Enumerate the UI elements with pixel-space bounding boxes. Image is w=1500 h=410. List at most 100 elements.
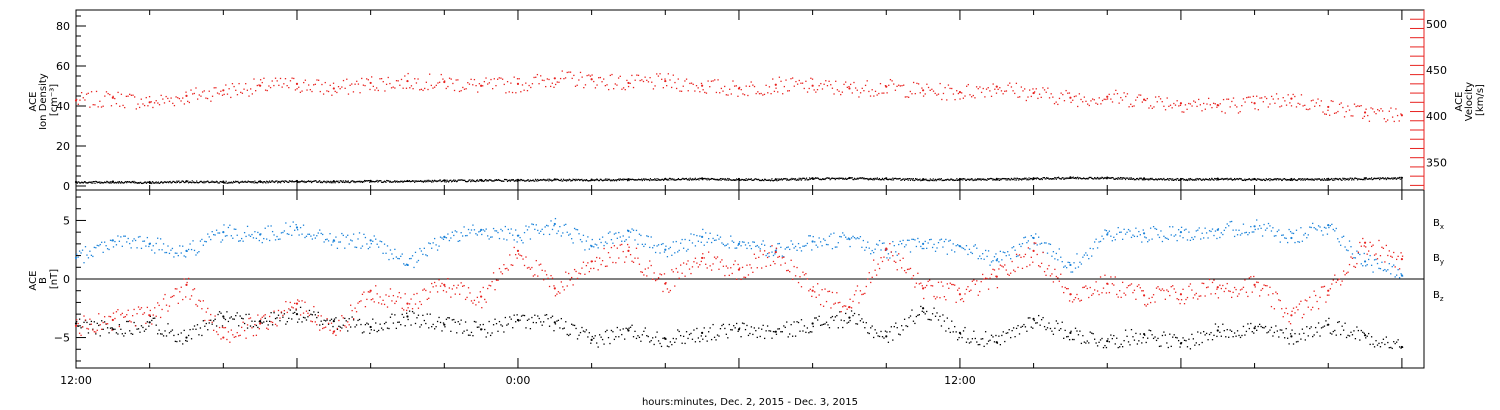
- sample-point: [1296, 179, 1298, 182]
- sample-point: [285, 300, 287, 303]
- sample-point: [639, 179, 641, 181]
- sample-point: [81, 326, 84, 328]
- sample-point: [1149, 179, 1151, 181]
- sample-point: [528, 226, 530, 228]
- sample-point: [98, 181, 101, 183]
- sample-point: [276, 80, 278, 82]
- sample-point: [253, 182, 255, 184]
- sample-point: [1376, 178, 1378, 180]
- sample-point: [640, 179, 642, 181]
- sample-point: [1245, 330, 1248, 333]
- sample-point: [1279, 241, 1281, 243]
- sample-point: [127, 95, 129, 97]
- sample-point: [1207, 339, 1209, 341]
- sample-point: [196, 181, 199, 184]
- sample-point: [1197, 178, 1199, 180]
- sample-point: [84, 180, 86, 183]
- sample-point: [753, 179, 755, 181]
- sample-point: [889, 331, 891, 333]
- sample-point: [997, 88, 999, 91]
- sample-point: [540, 179, 542, 181]
- sample-point: [391, 313, 393, 315]
- sample-point: [967, 338, 969, 340]
- sample-point: [652, 88, 655, 90]
- sample-point: [112, 246, 115, 248]
- sample-point: [1132, 336, 1134, 338]
- sample-point: [245, 181, 247, 183]
- sample-point: [504, 178, 506, 181]
- sample-point: [334, 90, 336, 93]
- sample-point: [937, 241, 940, 244]
- sample-point: [1384, 343, 1386, 346]
- sample-point: [1189, 179, 1191, 181]
- sample-point: [1276, 230, 1278, 233]
- sample-point: [506, 324, 508, 326]
- sample-point: [351, 316, 353, 318]
- sample-point: [1277, 178, 1279, 180]
- sample-point: [971, 338, 974, 340]
- sample-point: [193, 181, 195, 183]
- sample-point: [509, 316, 511, 318]
- sample-point: [305, 235, 308, 237]
- sample-point: [520, 315, 523, 317]
- sample-point: [672, 179, 674, 181]
- sample-point: [161, 249, 163, 251]
- sample-point: [114, 182, 116, 184]
- sample-point: [1027, 317, 1030, 319]
- sample-point: [183, 278, 185, 280]
- sample-point: [152, 317, 154, 319]
- sample-point: [1072, 99, 1074, 101]
- sample-point: [1191, 333, 1193, 336]
- sample-point: [782, 93, 784, 95]
- sample-point: [743, 179, 745, 182]
- sample-point: [148, 245, 150, 248]
- sample-point: [204, 325, 206, 327]
- sample-point: [146, 236, 149, 239]
- sample-point: [539, 179, 541, 181]
- sample-point: [523, 314, 526, 317]
- sample-point: [861, 177, 863, 179]
- sample-point: [844, 178, 846, 180]
- sample-point: [1039, 243, 1041, 245]
- sample-point: [753, 85, 756, 88]
- sample-point: [313, 180, 316, 182]
- sample-point: [472, 335, 474, 337]
- sample-point: [814, 178, 816, 180]
- sample-point: [530, 180, 532, 182]
- sample-point: [1324, 113, 1326, 115]
- sample-point: [1229, 329, 1231, 331]
- sample-point: [358, 180, 360, 183]
- sample-point: [989, 339, 991, 341]
- sample-point: [702, 179, 704, 181]
- sample-point: [867, 179, 870, 181]
- sample-point: [470, 331, 473, 334]
- sample-point: [820, 179, 822, 181]
- sample-point: [216, 181, 218, 183]
- sample-point: [1010, 258, 1012, 260]
- sample-point: [1183, 229, 1186, 231]
- sample-point: [1066, 336, 1068, 338]
- sample-point: [734, 179, 736, 181]
- sample-point: [1382, 269, 1385, 272]
- sample-point: [585, 329, 588, 331]
- sample-point: [252, 237, 255, 239]
- sample-point: [362, 180, 364, 183]
- sample-point: [412, 88, 414, 90]
- sample-point: [238, 240, 240, 242]
- sample-point: [1317, 98, 1319, 100]
- sample-point: [485, 336, 487, 338]
- sample-point: [1151, 238, 1153, 240]
- sample-point: [163, 181, 165, 183]
- sample-point: [372, 180, 374, 183]
- sample-point: [204, 181, 207, 183]
- sample-point: [631, 324, 633, 326]
- sample-point: [834, 178, 836, 181]
- data-point: [406, 315, 409, 318]
- sample-point: [589, 75, 592, 77]
- sample-point: [1116, 177, 1118, 180]
- sample-point: [1106, 98, 1109, 100]
- sample-point: [115, 102, 118, 105]
- sample-point: [357, 83, 360, 85]
- sample-point: [1062, 93, 1064, 96]
- sample-point: [120, 314, 122, 316]
